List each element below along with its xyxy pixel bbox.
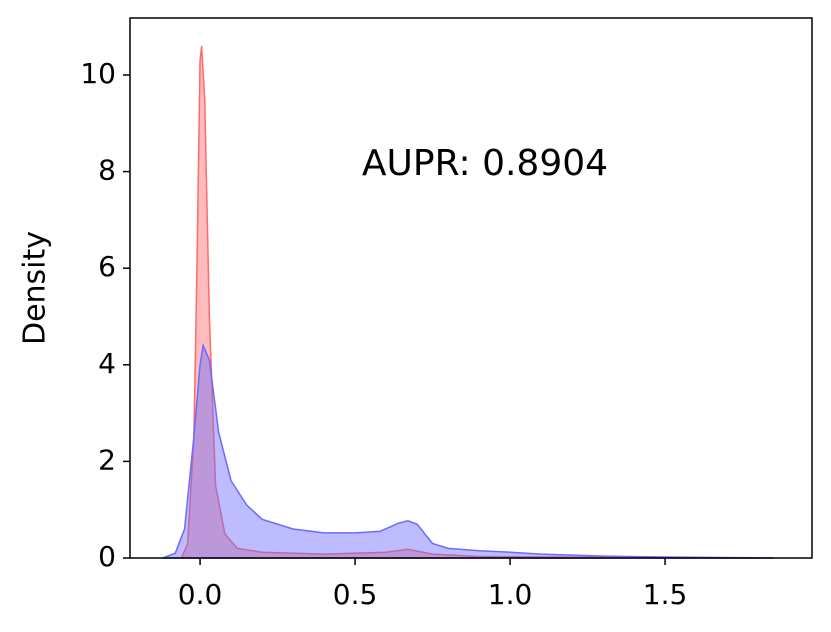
y-tick-label: 4: [98, 347, 116, 380]
y-tick-label: 10: [80, 57, 116, 90]
y-tick-label: 6: [98, 250, 116, 283]
y-tick-label: 0: [98, 540, 116, 573]
density-area: [180, 45, 774, 559]
annotation: AUPR: 0.8904: [362, 143, 608, 184]
x-tick-label: 0.0: [178, 578, 223, 611]
x-tick-label: 0.5: [333, 578, 378, 611]
plot-frame: [129, 17, 813, 559]
x-tick-label: 1.0: [488, 578, 533, 611]
density-area: [162, 342, 774, 559]
y-tick-label: 8: [98, 154, 116, 187]
y-tick-label: 2: [98, 443, 116, 476]
y-axis-label: Density: [18, 231, 53, 345]
x-tick-label: 1.5: [643, 578, 688, 611]
